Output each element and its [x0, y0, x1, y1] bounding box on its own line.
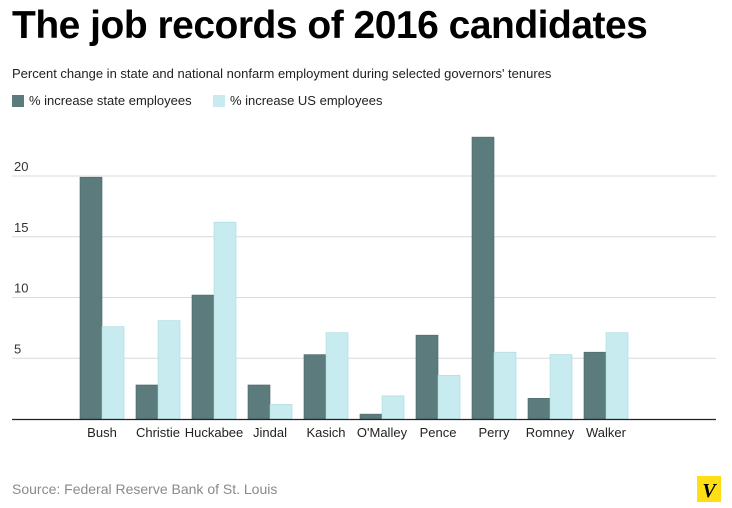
x-tick-label: Jindal: [253, 425, 287, 440]
bar-us: [325, 332, 349, 420]
bar-state: [135, 384, 159, 420]
bar-state: [303, 354, 327, 420]
bar-us: [437, 374, 461, 420]
bar-us: [269, 404, 293, 420]
bar-state: [191, 294, 215, 420]
legend-swatch-state: [12, 95, 24, 107]
vox-logo: V: [697, 476, 721, 502]
logo-letter: V: [702, 480, 717, 502]
legend-swatch-us: [213, 95, 225, 107]
y-tick-label: 15: [14, 220, 28, 235]
bar-state: [471, 136, 495, 420]
chart-title: The job records of 2016 candidates: [12, 4, 648, 47]
bar-us: [493, 351, 517, 420]
bar-state: [79, 176, 103, 420]
chart-subtitle: Percent change in state and national non…: [12, 66, 552, 81]
legend-label-us: % increase US employees: [230, 93, 383, 108]
x-tick-label: O'Malley: [357, 425, 408, 440]
x-tick-label: Bush: [87, 425, 117, 440]
bar-chart: 5 10 15 20 Bush Christie Huckabee Jindal Kasich O…: [12, 136, 716, 440]
source-note: Source: Federal Reserve Bank of St. Loui…: [12, 481, 278, 497]
bar-state: [415, 334, 439, 420]
bar-state: [583, 351, 607, 420]
x-tick-label: Perry: [478, 425, 510, 440]
x-tick-label: Huckabee: [185, 425, 244, 440]
x-tick-label: Pence: [420, 425, 457, 440]
bar-us: [213, 221, 237, 420]
bar-state: [359, 413, 383, 420]
y-tick-label: 5: [14, 341, 21, 356]
bar-us: [381, 395, 405, 420]
x-tick-label: Romney: [526, 425, 575, 440]
legend-label-state: % increase state employees: [29, 93, 192, 108]
y-tick-label: 10: [14, 281, 28, 296]
x-tick-label: Kasich: [306, 425, 345, 440]
v-logo-icon: V: [702, 480, 717, 502]
bar-state: [247, 384, 271, 420]
bar-us: [157, 320, 181, 420]
x-tick-label: Christie: [136, 425, 180, 440]
bar-state: [527, 398, 551, 420]
y-tick-label: 20: [14, 159, 28, 174]
x-tick-label: Walker: [586, 425, 627, 440]
bar-us: [605, 332, 629, 420]
bar-us: [549, 354, 573, 420]
bar-us: [101, 326, 125, 420]
